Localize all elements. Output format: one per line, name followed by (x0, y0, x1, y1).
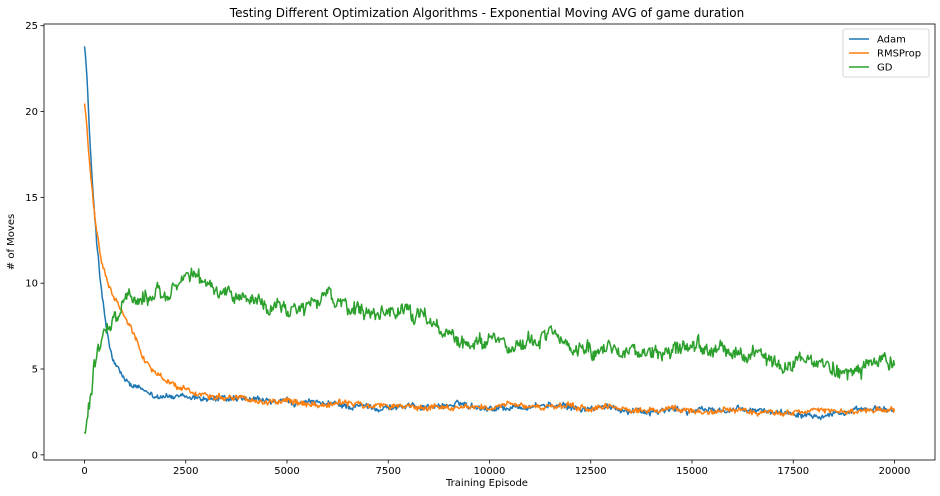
legend-label-adam: Adam (877, 35, 906, 46)
series-line-rmsprop (83, 103, 896, 417)
x-axis-label: Training Episode (445, 478, 528, 489)
x-tick-label: 7500 (376, 466, 401, 477)
series-line-adam (83, 46, 896, 421)
x-tick-label: 15000 (676, 466, 708, 477)
x-tick-label: 5000 (274, 466, 299, 477)
chart-title: Testing Different Optimization Algorithm… (229, 6, 744, 20)
y-tick-label: 10 (25, 279, 38, 290)
x-tick-label: 10000 (474, 466, 506, 477)
x-tick-label: 2500 (173, 466, 198, 477)
x-tick-label: 20000 (879, 466, 911, 477)
legend-box (842, 28, 930, 78)
x-tick-label: 0 (81, 466, 87, 477)
y-tick-label: 20 (25, 107, 38, 118)
y-tick-label: 5 (32, 365, 38, 376)
legend: Adam RMSProp GD (842, 28, 930, 78)
y-axis-label: # of Moves (6, 214, 17, 270)
plot-area (83, 46, 896, 434)
y-tick-label: 0 (32, 450, 38, 461)
x-axis: 0 2500 5000 7500 10000 12500 15000 17500 20000 (81, 460, 910, 477)
x-tick-label: 12500 (575, 466, 607, 477)
y-axis: 0 5 10 15 20 25 (25, 21, 44, 461)
y-tick-label: 15 (25, 193, 38, 204)
x-tick-label: 17500 (777, 466, 809, 477)
y-tick-label: 25 (25, 21, 38, 32)
legend-label-rmsprop: RMSProp (877, 49, 921, 60)
series-line-gd (83, 267, 896, 434)
legend-label-gd: GD (877, 63, 893, 74)
